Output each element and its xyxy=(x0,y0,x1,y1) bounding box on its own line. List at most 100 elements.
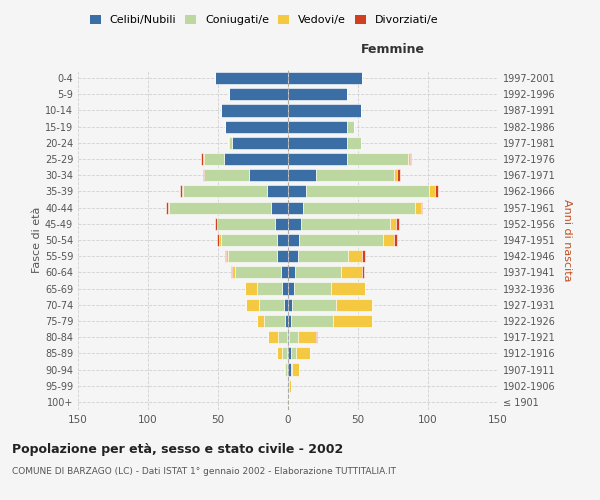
Bar xyxy=(288,396,289,408)
Bar xyxy=(277,250,288,262)
Bar xyxy=(415,202,421,213)
Bar xyxy=(304,202,415,213)
Bar xyxy=(390,218,396,230)
Bar xyxy=(249,169,288,181)
Bar xyxy=(259,298,284,311)
Bar xyxy=(232,266,235,278)
Bar xyxy=(277,234,288,246)
Bar xyxy=(204,169,249,181)
Bar xyxy=(288,72,362,84)
Bar xyxy=(435,186,438,198)
Bar xyxy=(409,153,410,165)
Bar xyxy=(289,380,291,392)
Bar xyxy=(201,153,203,165)
Bar xyxy=(232,137,288,149)
Bar xyxy=(291,315,333,327)
Bar xyxy=(284,364,285,376)
Bar xyxy=(225,250,226,262)
Bar xyxy=(288,137,347,149)
Bar xyxy=(287,348,288,360)
Bar xyxy=(288,120,347,132)
Bar xyxy=(288,315,291,327)
Bar xyxy=(306,186,430,198)
Bar xyxy=(264,315,285,327)
Bar xyxy=(288,380,289,392)
Bar xyxy=(347,120,354,132)
Bar xyxy=(268,331,278,343)
Bar xyxy=(180,186,182,198)
Bar xyxy=(394,169,397,181)
Bar xyxy=(301,218,390,230)
Text: Popolazione per età, sesso e stato civile - 2002: Popolazione per età, sesso e stato civil… xyxy=(12,442,343,456)
Bar xyxy=(203,169,204,181)
Bar xyxy=(288,331,289,343)
Bar xyxy=(224,153,288,165)
Bar xyxy=(169,202,271,213)
Bar xyxy=(430,186,435,198)
Bar xyxy=(229,137,232,149)
Bar xyxy=(331,282,365,294)
Text: COMUNE DI BARZAGO (LC) - Dati ISTAT 1° gennaio 2002 - Elaborazione TUTTITALIA.IT: COMUNE DI BARZAGO (LC) - Dati ISTAT 1° g… xyxy=(12,468,396,476)
Bar xyxy=(235,266,281,278)
Bar xyxy=(217,218,275,230)
Bar xyxy=(267,186,288,198)
Bar xyxy=(287,364,288,376)
Bar xyxy=(291,348,296,360)
Bar xyxy=(229,88,288,101)
Bar xyxy=(362,266,364,278)
Bar xyxy=(285,364,287,376)
Bar xyxy=(316,331,317,343)
Bar xyxy=(220,234,221,246)
Bar xyxy=(316,169,394,181)
Bar xyxy=(383,234,394,246)
Bar xyxy=(288,202,304,213)
Bar xyxy=(215,218,217,230)
Bar xyxy=(278,331,287,343)
Bar xyxy=(288,234,299,246)
Bar xyxy=(362,250,365,262)
Bar xyxy=(296,348,310,360)
Bar xyxy=(288,218,301,230)
Bar xyxy=(271,202,288,213)
Bar xyxy=(394,234,397,246)
Bar xyxy=(226,250,228,262)
Bar xyxy=(410,153,411,165)
Bar xyxy=(288,298,292,311)
Bar xyxy=(333,315,372,327)
Y-axis label: Fasce di età: Fasce di età xyxy=(32,207,42,273)
Y-axis label: Anni di nascita: Anni di nascita xyxy=(562,198,572,281)
Bar xyxy=(283,282,288,294)
Bar xyxy=(166,202,167,213)
Bar xyxy=(295,266,341,278)
Bar xyxy=(221,104,288,117)
Bar xyxy=(298,331,316,343)
Bar xyxy=(292,364,299,376)
Bar xyxy=(287,331,288,343)
Bar xyxy=(288,88,347,101)
Bar xyxy=(299,234,383,246)
Bar xyxy=(298,250,348,262)
Bar xyxy=(204,153,224,165)
Bar xyxy=(288,169,316,181)
Bar xyxy=(291,364,292,376)
Bar xyxy=(289,331,298,343)
Bar xyxy=(285,315,288,327)
Bar xyxy=(396,218,398,230)
Bar xyxy=(288,186,306,198)
Bar xyxy=(183,186,267,198)
Bar xyxy=(293,282,331,294)
Bar xyxy=(288,364,291,376)
Bar xyxy=(245,282,257,294)
Bar xyxy=(347,137,361,149)
Bar xyxy=(288,250,298,262)
Bar xyxy=(203,153,204,165)
Bar xyxy=(225,120,288,132)
Bar xyxy=(335,298,372,311)
Bar xyxy=(281,266,288,278)
Bar xyxy=(167,202,169,213)
Text: Femmine: Femmine xyxy=(361,44,425,57)
Bar xyxy=(275,218,288,230)
Legend: Celibi/Nubili, Coniugati/e, Vedovi/e, Divorziati/e: Celibi/Nubili, Coniugati/e, Vedovi/e, Di… xyxy=(88,13,440,28)
Bar xyxy=(288,348,291,360)
Bar xyxy=(246,298,259,311)
